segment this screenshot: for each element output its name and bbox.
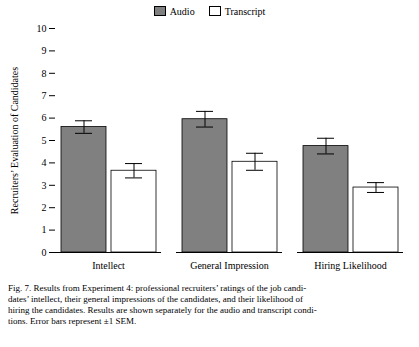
- html-text:hiring the candidates. Results: hiring the candidates. Results are shown…: [8, 304, 317, 315]
- svg-text:Hiring Likelihood: Hiring Likelihood: [314, 260, 387, 271]
- svg-text:7: 7: [42, 90, 47, 101]
- svg-text:5: 5: [42, 135, 47, 146]
- svg-text:10: 10: [37, 23, 47, 34]
- svg-text:8: 8: [42, 68, 47, 79]
- html-text:tions. Error bars represent ±1: tions. Error bars represent ±1 SEM.: [8, 315, 137, 326]
- svg-text:General Impression: General Impression: [190, 260, 269, 271]
- html-text:Audio: Audio: [169, 5, 195, 17]
- svg-text:Recruiters’ Evaluation of Cand: Recruiters’ Evaluation of Candidates: [9, 67, 20, 214]
- svg-text:9: 9: [42, 45, 47, 56]
- svg-text:Intellect: Intellect: [92, 260, 125, 271]
- svg-text:1: 1: [42, 224, 47, 235]
- html-text:Transcript: Transcript: [224, 5, 266, 17]
- svg-text:4: 4: [42, 157, 47, 168]
- svg-text:3: 3: [42, 180, 47, 191]
- html-text:Fig. 7. Results from Experimen: Fig. 7. Results from Experiment 4: profe…: [8, 283, 307, 293]
- svg-text:6: 6: [42, 112, 47, 123]
- html-text:dates’ intellect, their genera: dates’ intellect, their general impressi…: [8, 294, 303, 304]
- svg-text:0: 0: [42, 247, 47, 258]
- svg-text:2: 2: [42, 202, 47, 213]
